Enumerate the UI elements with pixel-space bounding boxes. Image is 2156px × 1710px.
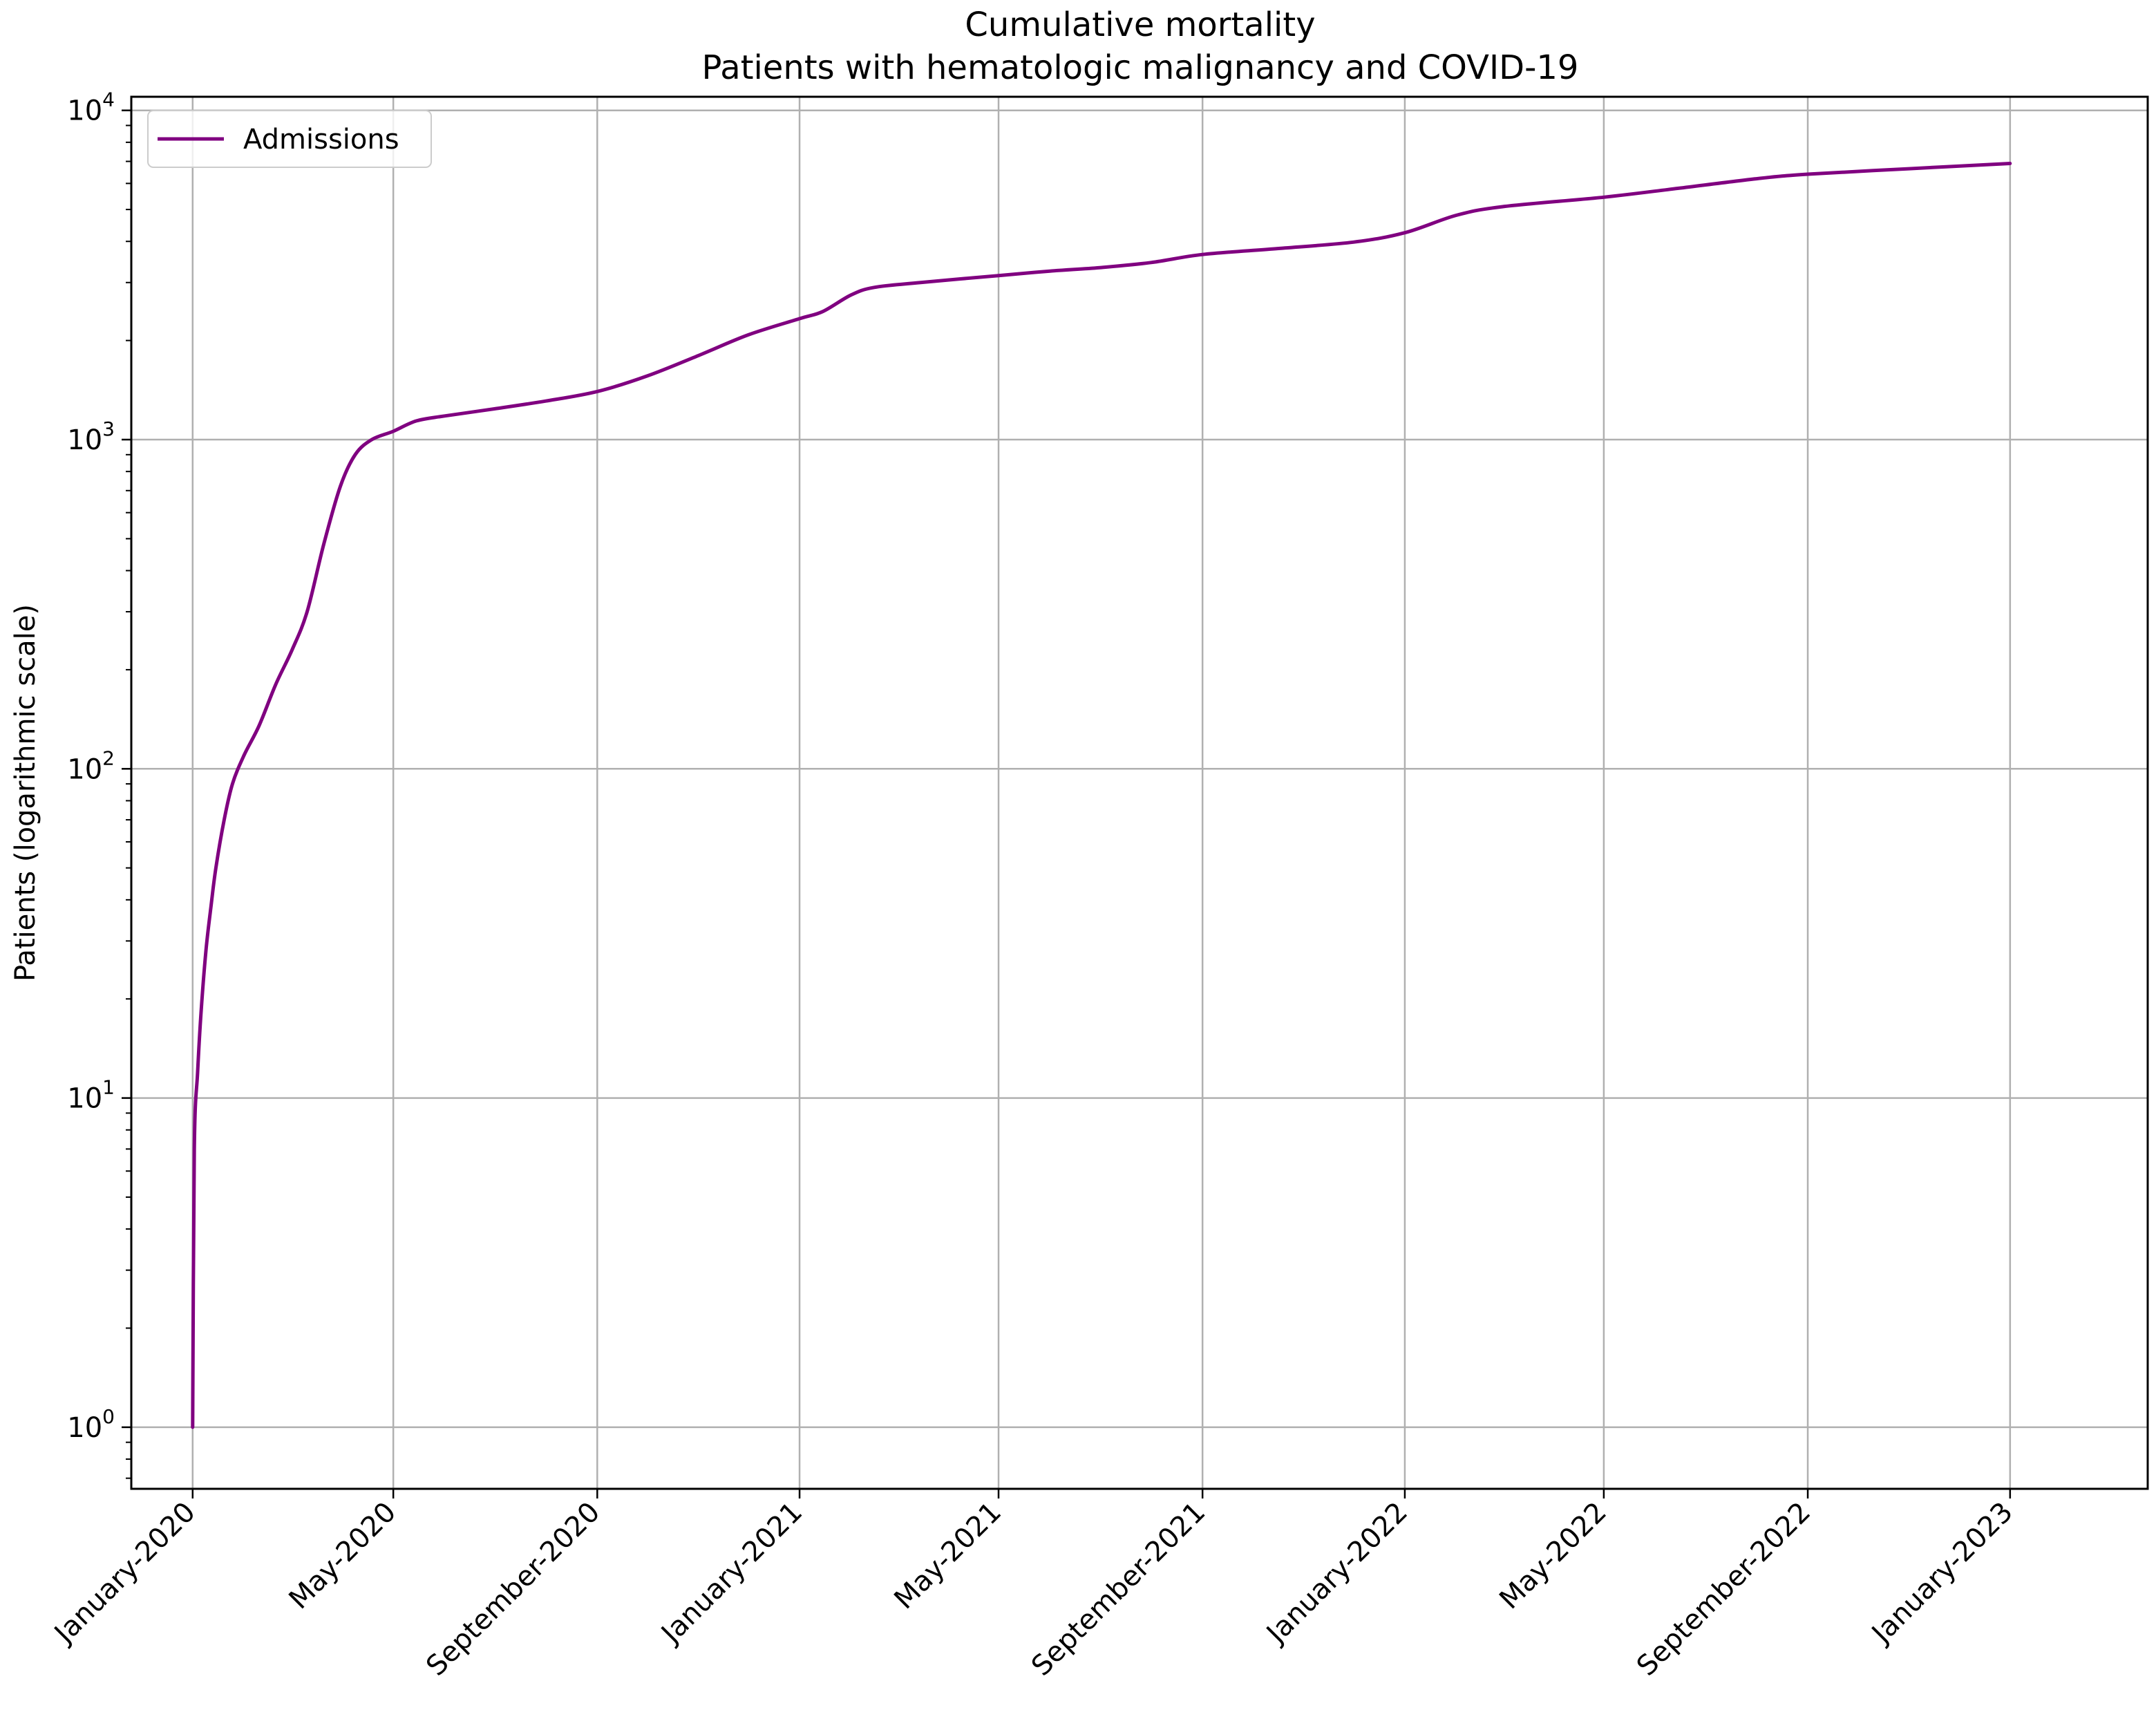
y-tick-label: 100 xyxy=(67,1405,115,1444)
y-tick-label: 101 xyxy=(67,1076,115,1115)
plot-area xyxy=(191,162,2012,1429)
legend: Admissions xyxy=(147,110,432,168)
legend-label-admissions: Admissions xyxy=(243,124,399,156)
legend-box xyxy=(147,110,432,168)
chart-title: Cumulative mortality xyxy=(965,6,1315,44)
y-tick-label: 102 xyxy=(67,746,115,785)
y-axis-label: Patients (logarithmic scale) xyxy=(10,604,41,981)
y-tick-label: 103 xyxy=(67,417,115,456)
grid xyxy=(131,97,2148,1489)
chart-subtitle: Patients with hematologic malignancy and… xyxy=(702,48,1579,87)
series-line-admissions xyxy=(191,162,2012,1429)
y-tick-label: 104 xyxy=(67,88,115,127)
axes-frame xyxy=(130,95,2149,1490)
